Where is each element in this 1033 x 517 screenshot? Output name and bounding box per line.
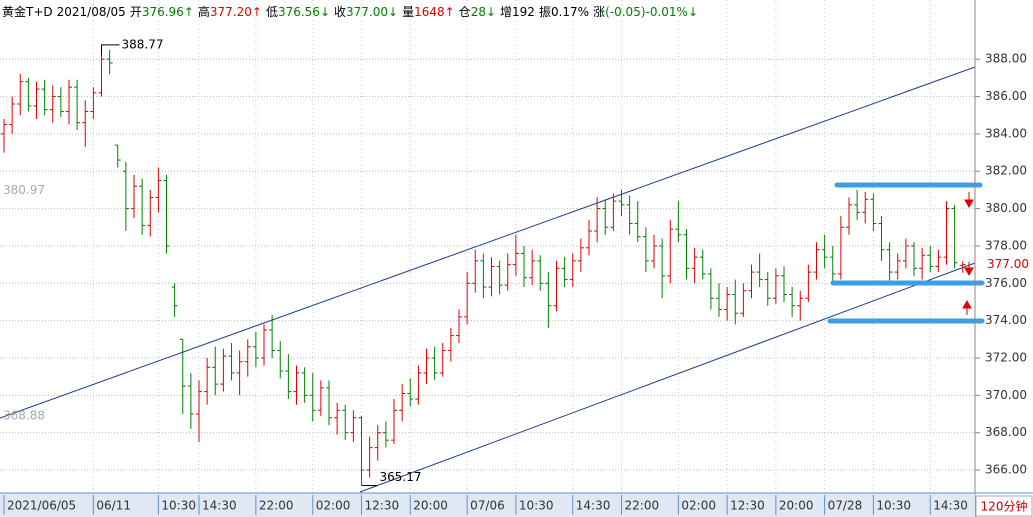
symbol: 黄金T+D bbox=[2, 4, 53, 19]
field-label: 涨 bbox=[593, 4, 605, 19]
field-label: 收 bbox=[334, 5, 346, 19]
range-label: 368.88 bbox=[3, 409, 45, 423]
y-tick-label: 376.00 bbox=[985, 276, 1027, 290]
trend-line-upper bbox=[0, 66, 976, 419]
y-tick-label: 384.00 bbox=[985, 126, 1027, 140]
last-price-box bbox=[982, 255, 1032, 274]
x-tick-label: 14:30 bbox=[202, 499, 237, 513]
x-tick-label: 22:00 bbox=[625, 499, 660, 513]
y-tick-label: 374.00 bbox=[985, 313, 1027, 327]
field-value: 376.96↑ bbox=[142, 5, 194, 19]
grid-layer bbox=[0, 0, 975, 493]
field-value: 377.00↓ bbox=[346, 5, 398, 19]
arrow-down bbox=[964, 262, 974, 277]
field-value: 0.17% bbox=[551, 5, 589, 19]
field-label: 增 bbox=[500, 5, 512, 19]
x-tick-label: 06/11 bbox=[96, 499, 131, 513]
y-tick-label: 368.00 bbox=[985, 425, 1027, 439]
x-tick-label: 12:30 bbox=[365, 499, 400, 513]
y-tick-label: 382.00 bbox=[985, 164, 1027, 178]
y-tick-label: 370.00 bbox=[985, 388, 1027, 402]
y-tick-label: 372.00 bbox=[985, 350, 1027, 364]
field-value: 28↓ bbox=[471, 5, 496, 19]
range-label: 380.97 bbox=[3, 183, 45, 197]
x-tick-label: 20:00 bbox=[413, 499, 448, 513]
x-tick-label: 10:30 bbox=[519, 499, 554, 513]
time-axis-bg bbox=[0, 493, 975, 517]
field-value: 1648↑ bbox=[414, 5, 455, 19]
trend-line-lower bbox=[359, 262, 976, 493]
x-tick-label: 12:30 bbox=[730, 499, 765, 513]
bar-layer bbox=[1, 44, 966, 486]
period-box bbox=[975, 495, 1033, 517]
field-value: 192 bbox=[512, 5, 535, 19]
x-tick-label: 02:00 bbox=[316, 499, 351, 513]
x-tick-label: 07/06 bbox=[470, 499, 505, 513]
x-tick-label: 10:30 bbox=[876, 499, 911, 513]
x-tick-label: 20:00 bbox=[779, 499, 814, 513]
high-marker bbox=[101, 44, 120, 55]
field-label: 高 bbox=[198, 4, 210, 19]
field-label: 振 bbox=[539, 5, 551, 19]
high-label: 388.77 bbox=[122, 37, 164, 51]
x-tick-label: 07/28 bbox=[828, 499, 863, 513]
y-tick-label: 388.00 bbox=[985, 52, 1027, 66]
x-tick-label: 10:30 bbox=[161, 499, 196, 513]
date: 2021/08/05 bbox=[57, 5, 126, 19]
label-layer: 366.00 368.00 370.00 372.00 374.00 376.00 378.… bbox=[3, 37, 1032, 515]
x-tick-label: 14:30 bbox=[933, 499, 968, 513]
field-value: (-0.05)-0.01%↓ bbox=[605, 5, 698, 19]
low-label: 365.17 bbox=[380, 470, 422, 484]
y-tick-label: 380.00 bbox=[985, 201, 1027, 215]
arrow-down bbox=[964, 192, 974, 209]
x-tick-label: 22:00 bbox=[259, 499, 294, 513]
field-label: 量 bbox=[402, 5, 414, 19]
period: 120分钟 bbox=[981, 499, 1028, 514]
x-tick-label: 14:30 bbox=[576, 499, 611, 513]
field-label: 开 bbox=[130, 5, 142, 19]
header: 黄金T+D 2021/08/05 开376.96↑ 高377.20↑ 低376.56↓ 收… bbox=[2, 4, 698, 19]
last-price-label: 377.00 bbox=[987, 257, 1029, 271]
arrow-up bbox=[962, 299, 972, 315]
x-tick-label: 02:00 bbox=[681, 499, 716, 513]
field-label: 仓 bbox=[459, 5, 471, 19]
x-tick-label: 2021/06/05 bbox=[7, 499, 76, 513]
field-value: 377.20↑ bbox=[210, 5, 262, 19]
field-value: 376.56↓ bbox=[278, 5, 330, 19]
field-label: 低 bbox=[266, 5, 278, 19]
y-tick-label: 378.00 bbox=[985, 238, 1027, 252]
y-tick-label: 386.00 bbox=[985, 89, 1027, 103]
y-tick-label: 366.00 bbox=[985, 463, 1027, 477]
